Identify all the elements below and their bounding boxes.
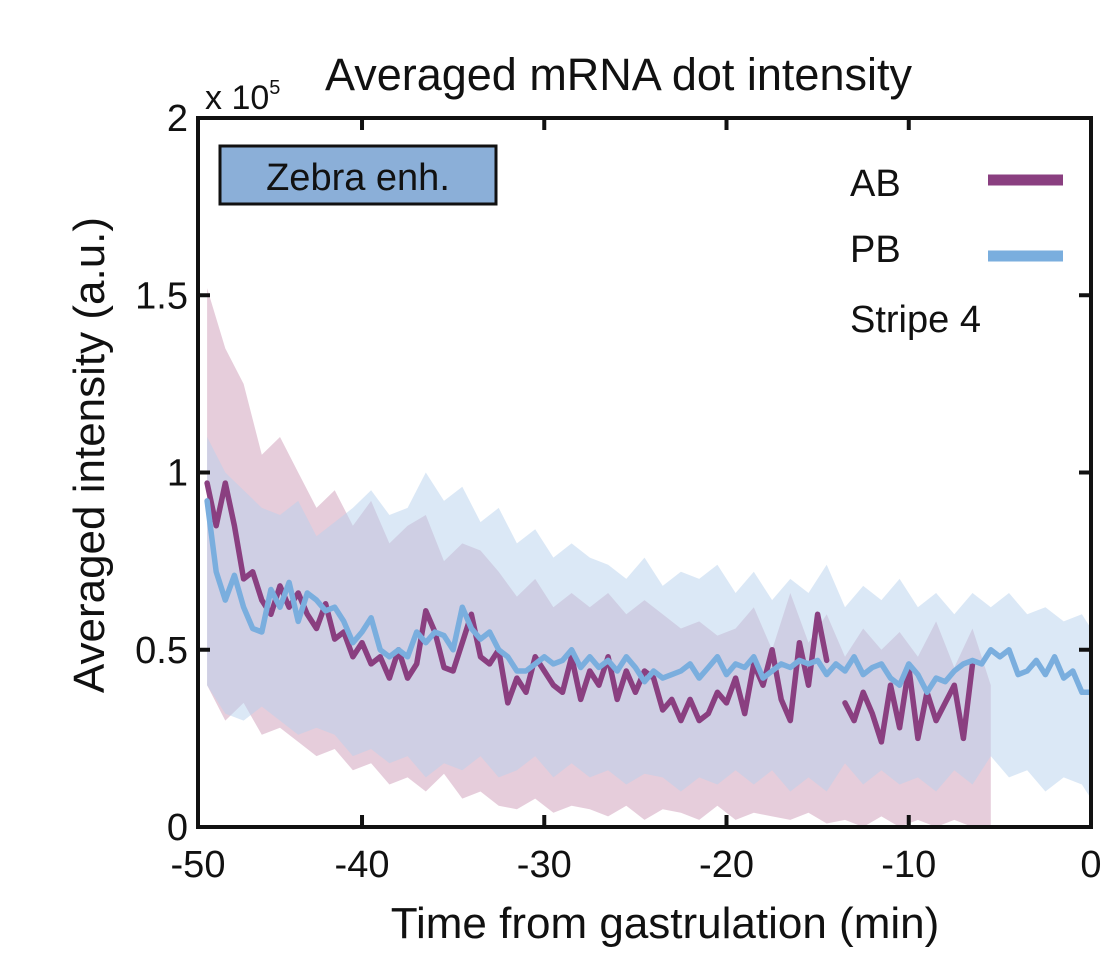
chart-title: Averaged mRNA dot intensity	[325, 49, 912, 100]
series-line-ab-0	[204, 480, 830, 724]
x-tick-label: -30	[517, 844, 572, 886]
legend: AB PB Stripe 4	[850, 163, 1063, 341]
svg-text:x 105: x 105	[205, 77, 280, 117]
x-tick-label: -20	[699, 844, 754, 886]
y-multiplier-prefix: x 10	[205, 79, 269, 117]
x-axis-label: Time from gastrulation (min)	[391, 899, 940, 948]
plot-area	[204, 288, 1091, 827]
x-tick-label: -40	[335, 844, 390, 886]
series-line-pb-0	[204, 498, 1091, 696]
x-tick-label: 0	[1080, 844, 1101, 886]
y-tick-label: 0	[167, 807, 188, 849]
y-multiplier-exponent: 5	[269, 77, 280, 99]
legend-label-pb: PB	[850, 229, 901, 271]
annotation-label: Zebra enh.	[266, 157, 450, 199]
legend-label-ab: AB	[850, 163, 901, 205]
y-tick-label: 1.5	[135, 275, 188, 317]
y-axis-label: Averaged intensity (a.u.)	[65, 217, 114, 693]
y-tick-label: 2	[167, 98, 188, 140]
axis-ticks: -50 -40 -30 -20 -10 0 0 0.5 1 1.5 2	[135, 98, 1101, 886]
legend-note: Stripe 4	[850, 299, 981, 341]
annotation-box: Zebra enh.	[218, 144, 498, 206]
y-multiplier: x 105	[205, 77, 280, 117]
y-tick-label: 0.5	[135, 630, 188, 672]
x-tick-label: -10	[881, 844, 936, 886]
x-tick-label: -50	[171, 844, 226, 886]
y-tick-label: 1	[167, 453, 188, 495]
